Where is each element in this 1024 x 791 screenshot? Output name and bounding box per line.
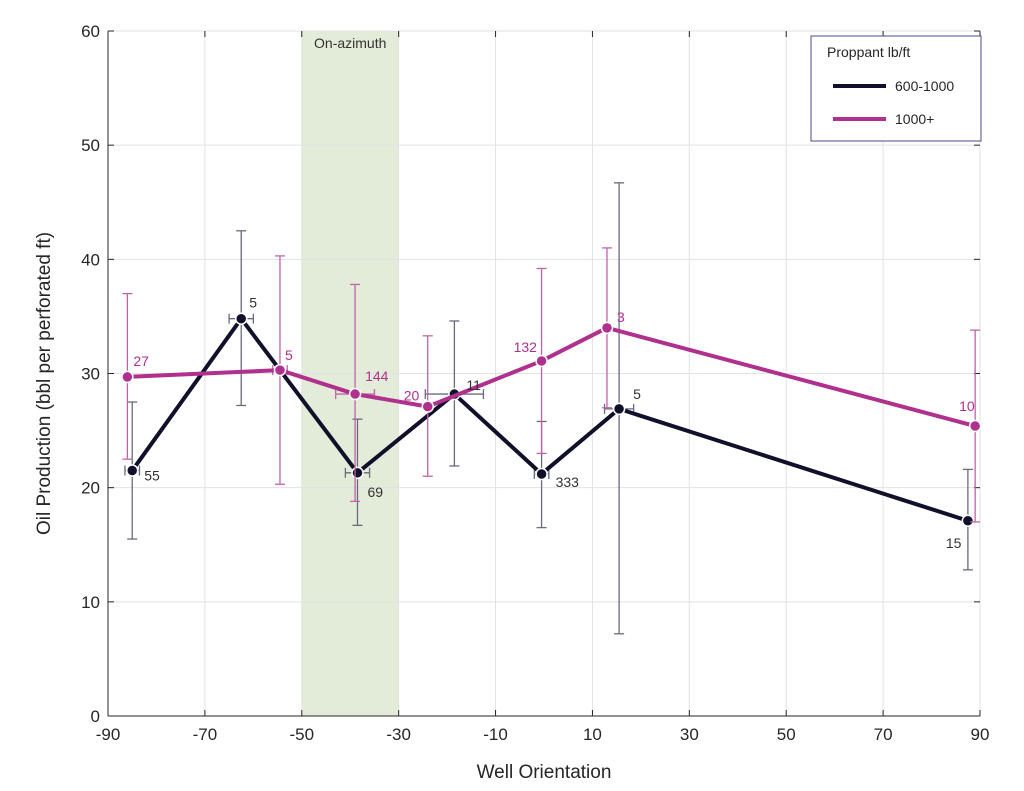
y-axis-label: Oil Production (bbl per perforated ft): [34, 232, 55, 535]
data-label: 69: [367, 484, 383, 500]
x-tick-label: -10: [483, 725, 508, 744]
data-label: 15: [946, 535, 962, 551]
data-label: 20: [404, 388, 420, 404]
data-point: [234, 312, 248, 325]
data-label: 333: [556, 474, 580, 490]
data-label: 27: [133, 353, 149, 369]
data-label: 55: [144, 468, 160, 484]
data-label: 11: [466, 377, 481, 393]
data-label: 3: [617, 309, 625, 325]
legend-entry-600-1000: 600-1000: [895, 78, 954, 94]
data-point: [535, 467, 548, 481]
data-point: [961, 514, 975, 528]
legend-entry-1000-plus: 1000+: [895, 111, 934, 127]
data-point: [968, 419, 982, 433]
axes: -90 -70 -50 -30 -10 10 30 50 70 90 0 10 20 30 40 50 60: [81, 22, 989, 744]
data-label: 5: [249, 295, 257, 311]
y-tick-label: 20: [81, 479, 100, 498]
data-label: 5: [633, 386, 641, 402]
data-point: [273, 363, 287, 377]
y-tick-label: 0: [91, 707, 100, 726]
legend-box: [810, 35, 982, 142]
data-point: [121, 370, 134, 384]
data-point: [421, 400, 434, 413]
data-point: [600, 321, 614, 335]
data-label: 132: [514, 339, 538, 355]
data-point: [125, 464, 139, 477]
data-point: [351, 466, 364, 480]
x-tick-label: -30: [386, 725, 411, 744]
y-tick-label: 50: [81, 136, 100, 155]
legend: Proppant lb/ft 600-1000 1000+: [810, 35, 982, 142]
x-tick-label: 50: [777, 725, 796, 744]
x-tick-label: -50: [289, 725, 314, 744]
y-tick-label: 40: [81, 250, 100, 269]
x-tick-label: -70: [193, 725, 218, 744]
x-tick-label: 70: [874, 725, 893, 744]
y-tick-label: 60: [81, 22, 100, 41]
data-label: 144: [365, 368, 389, 384]
x-tick-label: 10: [583, 725, 602, 744]
x-tick-label: -90: [96, 725, 121, 744]
series-1000-plus: [121, 247, 982, 523]
x-axis-label: Well Orientation: [477, 762, 612, 783]
x-tick-label: 90: [971, 725, 990, 744]
data-point: [348, 387, 362, 401]
legend-title: Proppant lb/ft: [827, 44, 910, 60]
data-label: 5: [285, 347, 293, 363]
y-tick-label: 10: [81, 593, 100, 612]
data-label: 10: [959, 398, 975, 414]
series-layer: [121, 182, 982, 635]
on-azimuth-label: On-azimuth: [314, 35, 386, 51]
data-point: [612, 402, 626, 416]
data-point: [535, 354, 548, 368]
x-tick-label: 30: [680, 725, 699, 744]
y-tick-label: 30: [81, 365, 100, 384]
